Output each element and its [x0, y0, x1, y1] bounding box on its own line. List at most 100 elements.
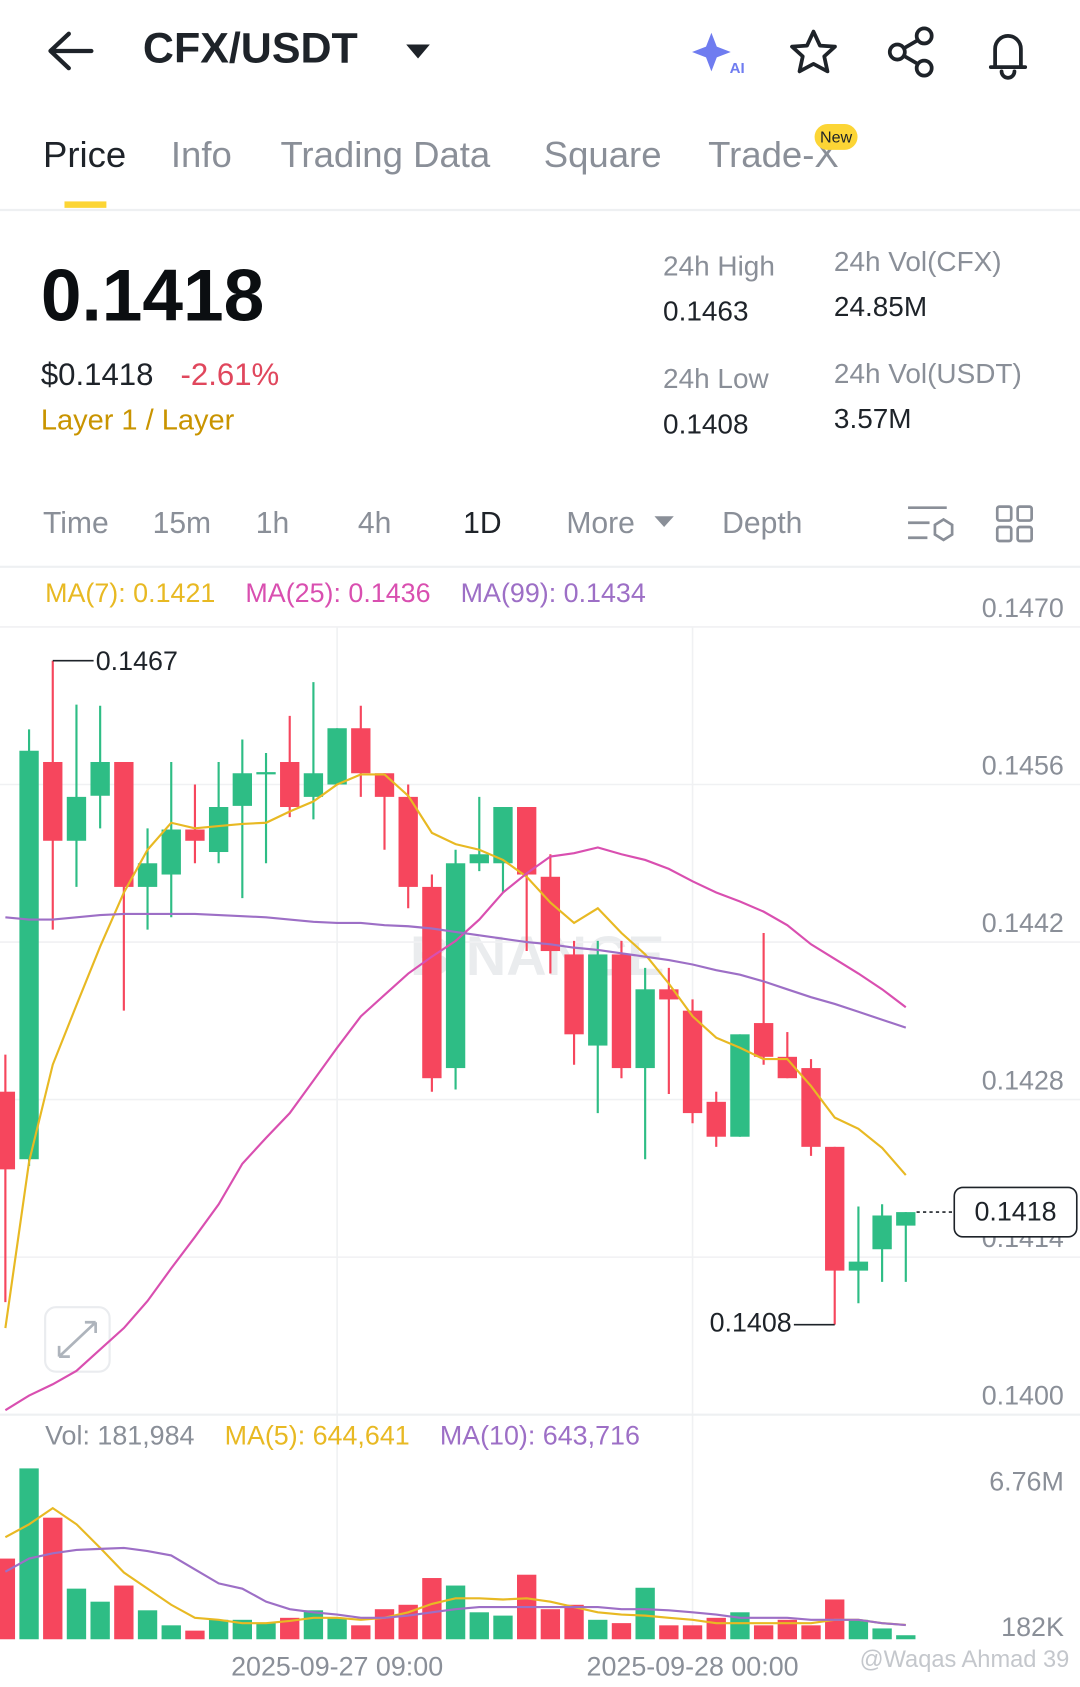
- interval[interactable]: Depth: [722, 507, 802, 540]
- legend-entry: MA(10): 643,716: [440, 1420, 640, 1450]
- volume-bar: [19, 1468, 39, 1640]
- volume-bar: [659, 1625, 679, 1640]
- legend-entry: MA(25): 0.1436: [245, 578, 430, 608]
- volume-bar: [114, 1585, 134, 1640]
- watermark: @Waqas Ahmad 39: [860, 1647, 1070, 1673]
- tab[interactable]: Square: [544, 134, 662, 175]
- volume-bar: [90, 1601, 110, 1640]
- candle-body: [896, 1212, 916, 1226]
- interval[interactable]: 15m: [153, 507, 212, 540]
- volume-bar: [351, 1625, 371, 1640]
- y-tick-label: 6.76M: [989, 1466, 1064, 1496]
- volume-ma-line: [4, 1506, 906, 1627]
- candle-body: [280, 761, 300, 808]
- candle-body: [611, 954, 632, 1069]
- volume-bar: [374, 1609, 395, 1640]
- fullscreen-icon: [57, 1320, 97, 1358]
- candle-body: [161, 829, 181, 875]
- candle-body: [232, 773, 252, 806]
- stat-value: 0.1463: [663, 296, 748, 327]
- candle-body: [706, 1101, 726, 1137]
- candle-body: [208, 807, 229, 853]
- volume-bar: [66, 1588, 87, 1640]
- candle-body: [43, 761, 63, 841]
- volume-bar: [422, 1578, 442, 1640]
- volume-bar: [848, 1619, 869, 1640]
- volume-chart: 6.76M 182K Vol: 181,984 MA(5): 644,641 MA(10…: [0, 1420, 1064, 1642]
- volume-bar: [730, 1612, 750, 1640]
- volume-bar: [232, 1619, 252, 1640]
- volume-bar: [540, 1609, 561, 1640]
- tab[interactable]: Price: [43, 134, 126, 175]
- volume-bar: [445, 1585, 466, 1640]
- volume-ma-line: [4, 1546, 906, 1627]
- candle-body: [66, 796, 87, 841]
- legend-entry: MA(5): 644,641: [225, 1420, 410, 1450]
- tab[interactable]: Info: [171, 134, 232, 175]
- volume-bar: [137, 1610, 158, 1640]
- candle-body: [256, 772, 276, 775]
- favorite-icon[interactable]: [790, 29, 837, 74]
- y-tick-label: 0.1456: [982, 750, 1064, 780]
- share-icon[interactable]: [887, 26, 934, 78]
- volume-bar: [185, 1630, 205, 1640]
- layout-icon[interactable]: [995, 505, 1033, 543]
- back-button[interactable]: [48, 31, 94, 71]
- max-label: 0.1467: [96, 646, 178, 676]
- legend-entry: MA(99): 0.1434: [461, 578, 646, 608]
- candle-body: [872, 1215, 892, 1250]
- legend-entry: Vol: 181,984: [45, 1420, 194, 1450]
- interval[interactable]: More: [566, 507, 635, 540]
- candle-body: [185, 829, 205, 841]
- indicator-icon[interactable]: [908, 506, 954, 542]
- volume-bar: [493, 1615, 513, 1640]
- candle-body: [540, 876, 561, 952]
- usd-price: $0.1418: [41, 357, 154, 392]
- volume-bar: [896, 1635, 916, 1640]
- volume-bar: [777, 1619, 797, 1640]
- volume-bar: [611, 1623, 632, 1640]
- candle-body: [682, 1010, 703, 1114]
- pair-dropdown[interactable]: [406, 44, 430, 59]
- candle-body: [635, 989, 655, 1069]
- candle-body: [137, 863, 158, 887]
- ai-icon[interactable]: [692, 32, 731, 72]
- candle-body: [659, 989, 679, 1000]
- volume-bar: [0, 1558, 16, 1640]
- tab[interactable]: Trading Data: [280, 134, 490, 175]
- tab-indicator: [64, 201, 107, 208]
- pair-title[interactable]: CFX/USDT: [143, 24, 358, 72]
- min-label: 0.1408: [710, 1308, 792, 1338]
- candle-body: [801, 1068, 821, 1147]
- volume-bar: [706, 1617, 726, 1640]
- price-chart: 0.14700.14560.14420.14280.14140.14002025…: [0, 578, 1080, 1681]
- interval[interactable]: 1h: [256, 507, 289, 540]
- candle-body: [588, 954, 608, 1046]
- new-badge: [814, 124, 858, 150]
- last-price-tag: [953, 1186, 1078, 1238]
- sector[interactable]: Layer 1 / Layer: [41, 404, 235, 436]
- y-tick-label: 0.1470: [982, 593, 1064, 623]
- stat-label: 24h Vol(USDT): [834, 358, 1022, 389]
- volume-bar: [801, 1625, 821, 1640]
- candle-body: [848, 1261, 869, 1271]
- y-tick-label: 182K: [1001, 1612, 1064, 1642]
- volume-bar: [303, 1610, 324, 1640]
- candle-body: [398, 796, 418, 887]
- interval[interactable]: Time: [43, 507, 109, 540]
- candle-body: [753, 1023, 774, 1057]
- interval[interactable]: 4h: [358, 507, 391, 540]
- alert-icon[interactable]: [988, 34, 1028, 80]
- volume-bar: [564, 1604, 584, 1640]
- volume-bar: [208, 1619, 229, 1640]
- candle-body: [303, 773, 324, 797]
- more-arrow[interactable]: [654, 516, 674, 528]
- ai-label: AI: [730, 60, 745, 77]
- candle-body: [422, 886, 442, 1079]
- interval-active[interactable]: 1D: [463, 507, 501, 540]
- stat-label: 24h Vol(CFX): [834, 246, 1002, 277]
- candle-body: [0, 1091, 16, 1170]
- candle-body: [517, 807, 537, 875]
- ma-line: [4, 846, 907, 1412]
